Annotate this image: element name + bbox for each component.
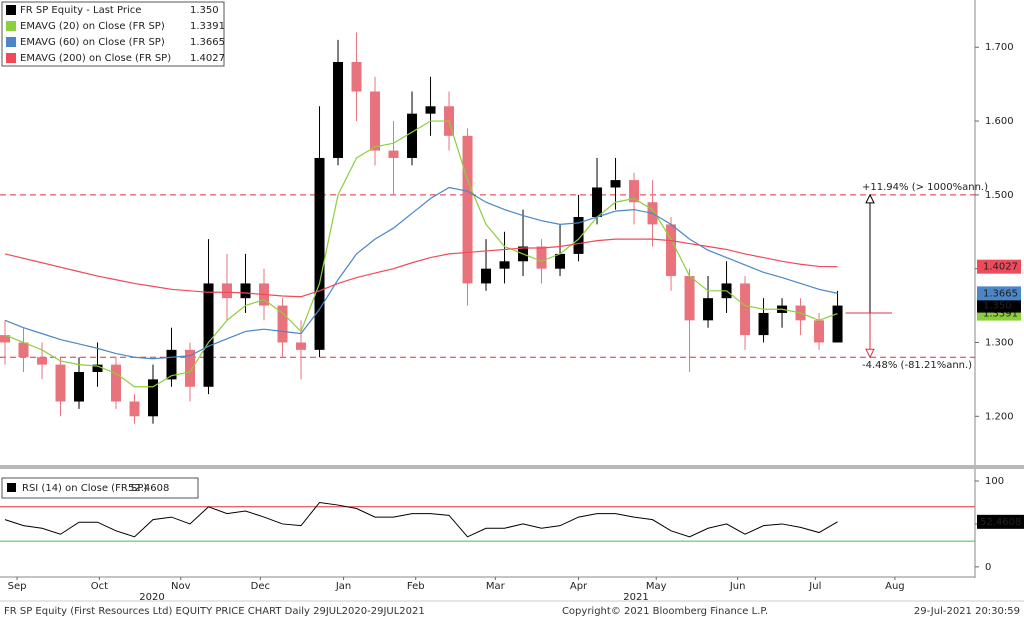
- candle-body: [462, 135, 473, 284]
- x-tick-label: Mar: [486, 581, 506, 592]
- rsi-line: [4, 501, 838, 538]
- candle-body: [111, 364, 122, 402]
- candle-body: [166, 349, 177, 380]
- candle-body: [185, 349, 196, 387]
- candle-body: [536, 246, 547, 269]
- rsi-legend-box: [1, 477, 199, 499]
- candle-body: [0, 335, 10, 343]
- legend-value: 1.3665: [190, 37, 225, 48]
- candle-body: [758, 312, 769, 336]
- x-tick-label: Jun: [729, 581, 746, 592]
- legend-label: EMAVG (20) on Close (FR SP): [20, 21, 165, 32]
- candle-body: [277, 305, 288, 343]
- x-tick-label: Feb: [407, 581, 425, 592]
- rsi-legend-label: RSI (14) on Close (FR SP): [22, 483, 147, 494]
- candle-body: [222, 283, 233, 299]
- candle-body: [407, 113, 418, 158]
- candle-body: [388, 150, 399, 158]
- candle-body: [370, 91, 381, 151]
- x-tick-label: Jan: [335, 581, 351, 592]
- x-tick-label: May: [646, 581, 667, 592]
- candle-body: [684, 276, 695, 321]
- legend-label: EMAVG (60) on Close (FR SP): [20, 37, 165, 48]
- candle-body: [129, 401, 140, 417]
- x-tick-label: Jul: [808, 581, 821, 592]
- candle-body: [703, 298, 714, 321]
- price-tag-label: 1.3665: [983, 288, 1018, 299]
- candle-body: [92, 364, 103, 372]
- footer-left: FR SP Equity (First Resources Ltd) EQUIT…: [4, 606, 425, 617]
- legend-value: 1.350: [190, 5, 219, 16]
- x-tick-label: Aug: [885, 581, 905, 592]
- legend-value: 1.4027: [190, 53, 225, 64]
- legend-label: FR SP Equity - Last Price: [20, 5, 141, 16]
- legend-swatch: [6, 53, 16, 63]
- candle-body: [499, 261, 510, 269]
- legend-swatch: [6, 37, 16, 47]
- y-tick-label: 1.500: [985, 190, 1014, 201]
- ema-line: [4, 120, 838, 388]
- price-tag: [977, 286, 1021, 301]
- candle-body: [333, 62, 344, 158]
- rsi-legend-swatch: [7, 483, 16, 492]
- candle-body: [37, 357, 48, 365]
- price-tag-label: 1.3391: [983, 309, 1018, 320]
- ema-line: [4, 238, 838, 298]
- y-tick-label: 1.200: [985, 411, 1014, 422]
- year-label: 2020: [139, 592, 164, 603]
- price-tag-label: 1.4027: [983, 262, 1018, 273]
- arrow-head: [865, 193, 875, 204]
- y-tick-label: 1.600: [985, 116, 1014, 127]
- footer-right: 29-Jul-2021 20:30:59: [914, 606, 1020, 617]
- candle-body: [573, 217, 584, 254]
- legend-value: 1.3391: [190, 21, 225, 32]
- candle-body: [296, 342, 307, 350]
- arrow-head: [865, 348, 875, 359]
- candle-body: [610, 180, 621, 188]
- candle-body: [351, 62, 362, 92]
- candle-body: [425, 106, 436, 114]
- price-tag-label: 1.350: [983, 301, 1012, 312]
- candle-body: [203, 283, 214, 387]
- candle-body: [240, 283, 251, 299]
- legend-box: [1, 1, 225, 67]
- price-tag: [977, 298, 1021, 313]
- x-tick-label: Sep: [8, 581, 27, 592]
- candle-body: [592, 187, 603, 217]
- rsi-tag-label: 52.4608: [980, 517, 1021, 528]
- y-tick-label: 1.300: [985, 337, 1014, 348]
- price-tag: [977, 259, 1021, 274]
- candle-body: [481, 268, 492, 284]
- rsi-tick-label: 100: [985, 476, 1004, 487]
- x-tick-label: Apr: [570, 581, 588, 592]
- rsi-legend-value: 52.4608: [128, 483, 169, 494]
- candle-body: [814, 320, 825, 343]
- candle-body: [832, 305, 843, 343]
- candle-body: [74, 372, 85, 402]
- candle-body: [55, 364, 66, 402]
- candle-body: [148, 379, 159, 417]
- candle-body: [666, 224, 677, 277]
- candle-body: [555, 253, 566, 269]
- x-tick-label: Nov: [171, 581, 191, 592]
- legend-label: EMAVG (200) on Close (FR SP): [20, 53, 171, 64]
- rsi-tick-label: 0: [985, 562, 991, 573]
- x-tick-label: Oct: [91, 581, 108, 592]
- candle-body: [18, 342, 29, 358]
- candle-body: [740, 283, 751, 336]
- panel-separator: [0, 465, 1024, 469]
- level-label: +11.94% (> 1000%ann.): [862, 182, 988, 193]
- candle-body: [314, 157, 325, 350]
- level-label: -4.48% (-81.21%ann.): [862, 360, 972, 371]
- year-label: 2021: [623, 592, 648, 603]
- candle-body: [629, 180, 640, 203]
- rsi-tag: [977, 514, 1024, 529]
- y-tick-label: 1.700: [985, 42, 1014, 53]
- footer-center: Copyright© 2021 Bloomberg Finance L.P.: [562, 606, 768, 617]
- legend-swatch: [6, 21, 16, 31]
- legend-swatch: [6, 5, 16, 15]
- x-tick-label: Dec: [251, 581, 270, 592]
